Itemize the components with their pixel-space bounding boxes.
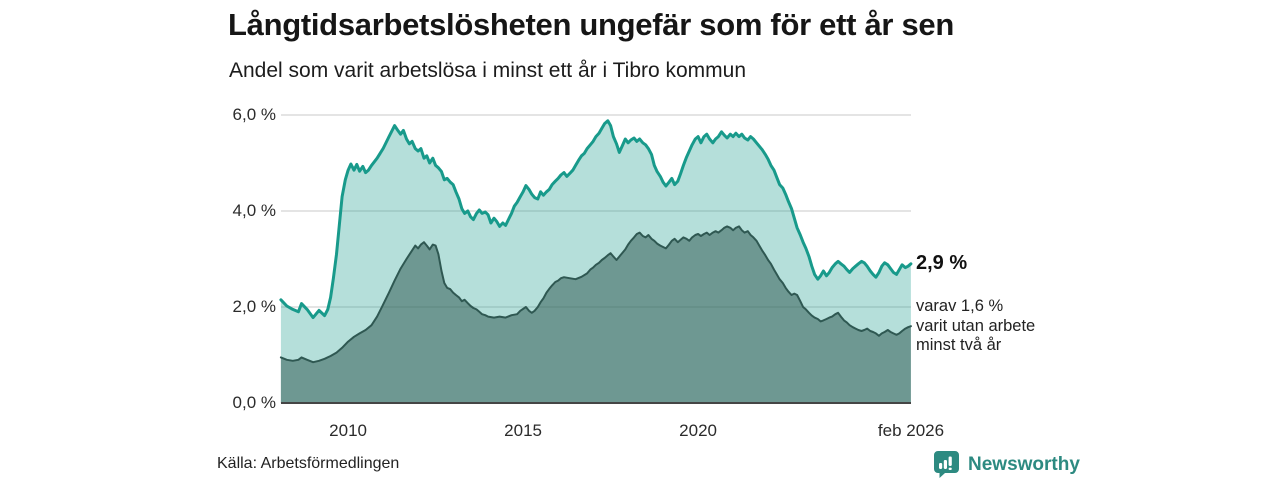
x-tick-label: 2010	[329, 421, 367, 440]
y-tick-label: 4,0 %	[232, 201, 276, 220]
newsworthy-icon	[934, 451, 959, 478]
y-tick-label: 0,0 %	[232, 393, 276, 412]
secondary-note: varav 1,6 % varit utan arbete minst två …	[916, 297, 1036, 354]
page-title: Långtidsarbetslösheten ungefär som för e…	[228, 7, 955, 42]
x-tick-label: 2015	[504, 421, 542, 440]
brand-name: Newsworthy	[968, 453, 1080, 475]
y-tick-label: 2,0 %	[232, 297, 276, 316]
chart-subtitle: Andel som varit arbetslösa i minst ett å…	[229, 59, 747, 82]
x-tick-label: feb 2026	[877, 421, 945, 440]
y-tick-label: 6,0 %	[232, 105, 276, 124]
brand-logo: Newsworthy	[933, 450, 1080, 479]
current-value-label: 2,9 %	[916, 251, 968, 274]
series-line-0	[279, 119, 913, 320]
series-line-1	[279, 225, 912, 364]
series-area-1	[280, 226, 911, 403]
source-caption: Källa: Arbetsförmedlingen	[217, 455, 400, 472]
x-tick-label: 2020	[679, 421, 717, 440]
area-chart	[279, 114, 913, 404]
